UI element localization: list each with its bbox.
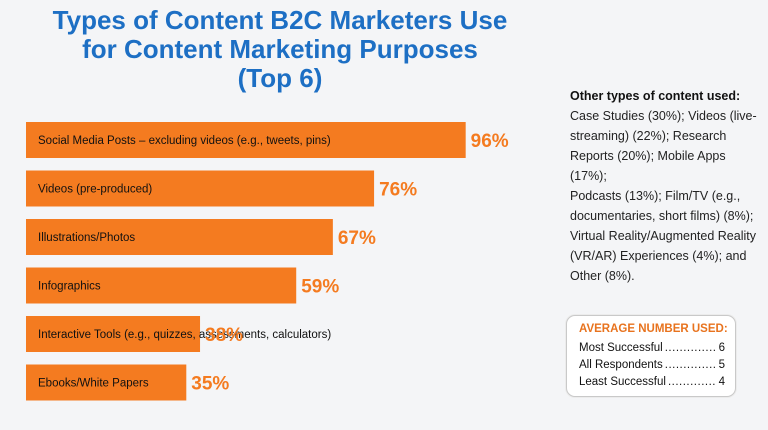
title-line-1: Types of Content B2C Marketers Use: [52, 5, 508, 35]
bar-value-label: 59%: [301, 277, 339, 298]
average-row-value: 4: [718, 376, 725, 388]
bar-chart: Social Media Posts – excluding videos (e…: [26, 122, 509, 401]
average-row-value: 6: [718, 342, 725, 354]
bar-value-label: 96%: [471, 131, 509, 152]
average-box-heading: AVERAGE NUMBER USED:: [579, 323, 728, 335]
average-row-most-successful: Most Successful .................. 6: [579, 342, 725, 354]
other-types-line: Virtual Reality/Augmented Reality: [570, 229, 756, 243]
bar-category-label: Ebooks/White Papers: [38, 378, 149, 390]
average-row-label: Least Successful: [579, 376, 666, 388]
bar-value-label: 76%: [379, 180, 417, 201]
bar: [26, 122, 466, 158]
bar: [26, 219, 333, 255]
other-types-line: Case Studies (30%); Videos (live-: [570, 109, 757, 123]
average-row-dots: ..................: [664, 342, 717, 354]
bar-value-label: 35%: [191, 374, 229, 395]
average-row-dots: ...............: [667, 376, 717, 388]
bar-category-label: Interactive Tools (e.g., quizzes, assess…: [38, 329, 331, 341]
average-row-label: Most Successful: [579, 342, 663, 354]
bar-value-label: 67%: [338, 228, 376, 249]
chart-title: Types of Content B2C Marketers Use for C…: [0, 6, 560, 93]
other-types-heading: Other types of content used:: [570, 89, 741, 103]
average-row-least-successful: Least Successful ............... 4: [579, 376, 725, 388]
other-types-line: Other (8%).: [570, 269, 635, 283]
other-types-line: documentaries, short films) (8%);: [570, 209, 754, 223]
title-line-3: (Top 6): [237, 63, 323, 93]
bar-category-label: Infographics: [38, 281, 101, 293]
other-types-panel: Other types of content used: Case Studie…: [570, 86, 765, 286]
average-row-label: All Respondents: [579, 359, 663, 371]
average-row-dots: ...............: [664, 359, 717, 371]
bar-category-label: Illustrations/Photos: [38, 232, 135, 244]
bar-category-label: Social Media Posts – excluding videos (e…: [38, 135, 331, 147]
average-row-all-respondents: All Respondents ............... 5: [579, 359, 725, 371]
other-types-line: Podcasts (13%); Film/TV (e.g.,: [570, 189, 741, 203]
average-row-value: 5: [718, 359, 725, 371]
bar: [26, 364, 187, 401]
bar-value-label: 38%: [205, 325, 243, 346]
bar: [26, 170, 375, 207]
other-types-line: Reports (20%); Mobile Apps (17%);: [570, 149, 726, 183]
bar-category-label: Videos (pre-produced): [38, 184, 152, 196]
bar: [26, 316, 201, 352]
average-number-box: AVERAGE NUMBER USED: Most Successful ...…: [566, 315, 736, 397]
bar: [26, 267, 297, 304]
other-types-line: (VR/AR) Experiences (4%); and: [570, 249, 747, 263]
other-types-line: streaming) (22%); Research: [570, 129, 727, 143]
title-line-2: for Content Marketing Purposes: [82, 34, 478, 64]
